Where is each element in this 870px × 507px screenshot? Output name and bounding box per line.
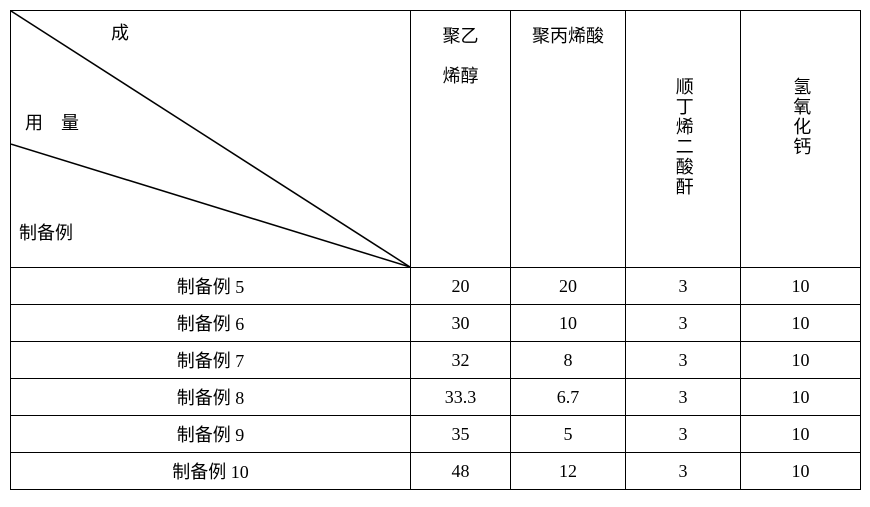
- diagonal-header-cell: 成 用 量 制备例: [11, 11, 411, 268]
- cell: 3: [626, 379, 741, 416]
- cell: 33.3: [411, 379, 511, 416]
- table-row: 制备例 7 32 8 3 10: [11, 342, 861, 379]
- cell: 30: [411, 305, 511, 342]
- cell: 20: [511, 268, 626, 305]
- row-label: 制备例 9: [11, 416, 411, 453]
- col-header-3-text: 顺丁烯二酸酐: [672, 77, 694, 197]
- cell: 6.7: [511, 379, 626, 416]
- cell: 10: [741, 268, 861, 305]
- cell: 8: [511, 342, 626, 379]
- col-header-2-text: 聚丙烯酸: [532, 26, 604, 46]
- col-header-1-line1: 聚乙: [443, 26, 479, 46]
- cell: 5: [511, 416, 626, 453]
- col-header-1: 聚乙 烯醇: [411, 11, 511, 268]
- cell: 3: [626, 305, 741, 342]
- row-label: 制备例 8: [11, 379, 411, 416]
- col-header-2: 聚丙烯酸: [511, 11, 626, 268]
- col-header-1-line2: 烯醇: [443, 66, 479, 86]
- data-table: 成 用 量 制备例 聚乙 烯醇 聚丙烯酸 顺丁烯二酸酐 氢氧化钙 制备例 5 2…: [10, 10, 861, 490]
- table-row: 制备例 6 30 10 3 10: [11, 305, 861, 342]
- header-row: 成 用 量 制备例 聚乙 烯醇 聚丙烯酸 顺丁烯二酸酐 氢氧化钙: [11, 11, 861, 268]
- col-header-4-text: 氢氧化钙: [790, 77, 812, 157]
- cell: 35: [411, 416, 511, 453]
- cell: 32: [411, 342, 511, 379]
- col-header-3: 顺丁烯二酸酐: [626, 11, 741, 268]
- cell: 10: [741, 453, 861, 490]
- row-label: 制备例 6: [11, 305, 411, 342]
- table-row: 制备例 8 33.3 6.7 3 10: [11, 379, 861, 416]
- cell: 3: [626, 268, 741, 305]
- table-container: 成 用 量 制备例 聚乙 烯醇 聚丙烯酸 顺丁烯二酸酐 氢氧化钙 制备例 5 2…: [10, 10, 860, 490]
- cell: 48: [411, 453, 511, 490]
- cell: 3: [626, 453, 741, 490]
- cell: 10: [741, 379, 861, 416]
- row-label: 制备例 10: [11, 453, 411, 490]
- cell: 3: [626, 342, 741, 379]
- diag-label-middle: 用 量: [25, 111, 79, 136]
- cell: 10: [511, 305, 626, 342]
- diag-label-bottom: 制备例: [19, 221, 73, 246]
- row-label: 制备例 7: [11, 342, 411, 379]
- row-label: 制备例 5: [11, 268, 411, 305]
- table-row: 制备例 9 35 5 3 10: [11, 416, 861, 453]
- cell: 10: [741, 305, 861, 342]
- cell: 20: [411, 268, 511, 305]
- table-row: 制备例 10 48 12 3 10: [11, 453, 861, 490]
- diag-label-top: 成: [111, 21, 129, 46]
- cell: 10: [741, 342, 861, 379]
- table-row: 制备例 5 20 20 3 10: [11, 268, 861, 305]
- col-header-4: 氢氧化钙: [741, 11, 861, 268]
- cell: 3: [626, 416, 741, 453]
- cell: 10: [741, 416, 861, 453]
- cell: 12: [511, 453, 626, 490]
